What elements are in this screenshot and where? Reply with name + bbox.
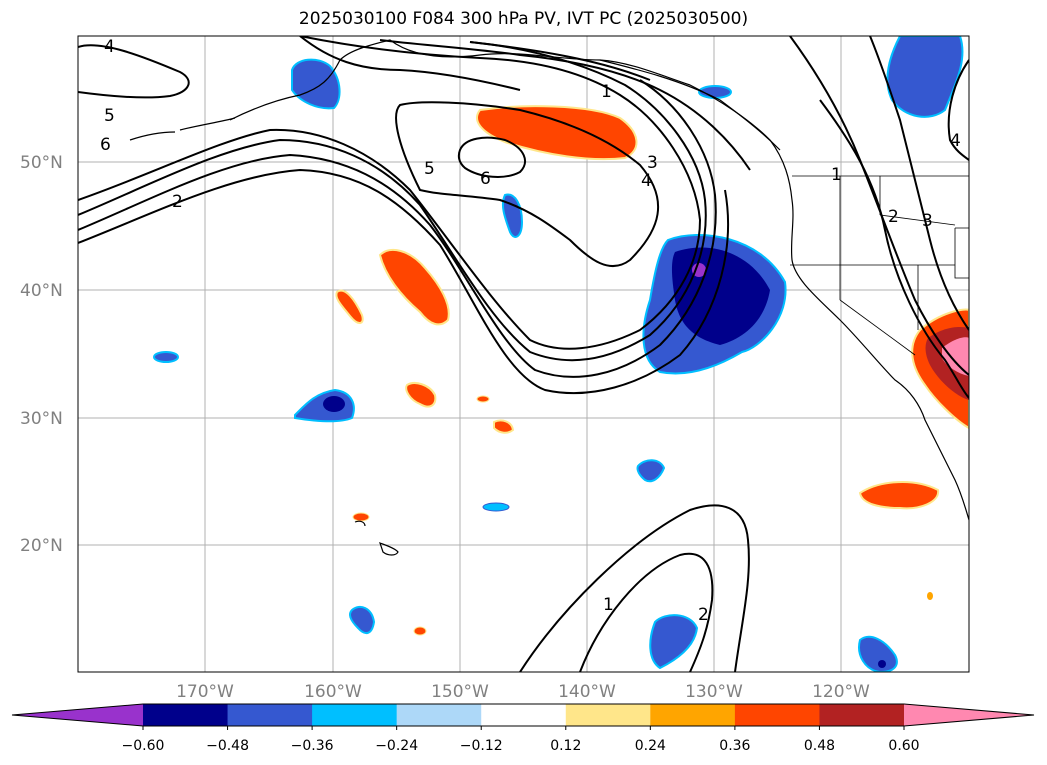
contour-label: 4	[104, 37, 115, 57]
lon-label-120w: 120°W	[812, 682, 870, 702]
lat-label-40n: 40°N	[20, 281, 63, 301]
contour-label: 2	[172, 192, 183, 212]
colorbar-tick-label: −0.48	[206, 738, 249, 754]
colorbar-tick-label: −0.36	[291, 738, 334, 754]
map-layers: 4 5 6 2 5 6 1 3 4 1 2 3 4 1 2	[78, 36, 969, 672]
contour-label: 2	[888, 207, 899, 227]
map-frame	[77, 35, 970, 673]
contour-label: 4	[950, 131, 961, 151]
colorbar-segment	[650, 704, 736, 726]
colorbar-segment	[312, 704, 398, 726]
colorbar-segment	[143, 704, 229, 726]
colorbar-segment	[819, 704, 905, 726]
lon-label-170w: 170°W	[176, 682, 234, 702]
negative-anomaly-canada	[886, 36, 964, 118]
colorbar-tick-label: 0.36	[719, 738, 750, 754]
colorbar-segment	[734, 704, 820, 726]
colorbar-segment	[481, 704, 567, 726]
longitude-labels: 170°W 160°W 150°W 140°W 130°W 120°W	[176, 682, 870, 702]
contour-label: 2	[698, 605, 709, 625]
pv-contours	[78, 36, 969, 672]
colorbar: −0.60 −0.48 −0.36 −0.24 −0.12 0.12 0.24 0.36 0.4…	[11, 703, 1035, 754]
lon-label-160w: 160°W	[304, 682, 362, 702]
negative-anomaly-north	[291, 58, 341, 110]
lat-label-30n: 30°N	[20, 409, 63, 429]
lat-label-50n: 50°N	[20, 153, 63, 173]
contour-label: 3	[922, 211, 933, 231]
contour-label: 3	[647, 153, 658, 173]
contour-label: 1	[603, 595, 614, 615]
gridlines	[78, 36, 969, 672]
contour-label: 6	[480, 169, 491, 189]
colorbar-tick-label: −0.24	[375, 738, 418, 754]
colorbar-tick-label: 0.60	[888, 738, 919, 754]
contour-label: 5	[104, 106, 115, 126]
colorbar-tick-label: 0.12	[550, 738, 581, 754]
colorbar-tick-label: −0.60	[122, 738, 165, 754]
lon-label-150w: 150°W	[431, 682, 489, 702]
coastlines	[129, 39, 969, 556]
contour-label: 1	[601, 82, 612, 102]
contour-label-group: 4 5 6 2 5 6 1 3 4 1 2 3 4 1 2	[100, 37, 961, 625]
map-title: 2025030100 F084 300 hPa PV, IVT PC (2025…	[298, 9, 749, 29]
lon-label-140w: 140°W	[558, 682, 616, 702]
colorbar-tick-label: 0.24	[635, 738, 666, 754]
ivt-shading	[153, 36, 969, 672]
colorbar-tick-label: 0.48	[804, 738, 835, 754]
colorbar-segment	[565, 704, 651, 726]
borders	[790, 175, 969, 356]
colorbar-segment	[396, 704, 482, 726]
lon-label-130w: 130°W	[685, 682, 743, 702]
colorbar-extend-high	[904, 704, 1034, 726]
contour-label: 4	[641, 171, 652, 191]
contour-label: 5	[424, 159, 435, 179]
contour-label: 6	[100, 135, 111, 155]
contour-label: 1	[831, 165, 842, 185]
lat-label-20n: 20°N	[20, 536, 63, 556]
colorbar-segment	[227, 704, 313, 726]
colorbar-tick-label: −0.12	[460, 738, 503, 754]
latitude-labels: 50°N 40°N 30°N 20°N	[20, 153, 63, 556]
colorbar-extend-low	[12, 704, 143, 726]
